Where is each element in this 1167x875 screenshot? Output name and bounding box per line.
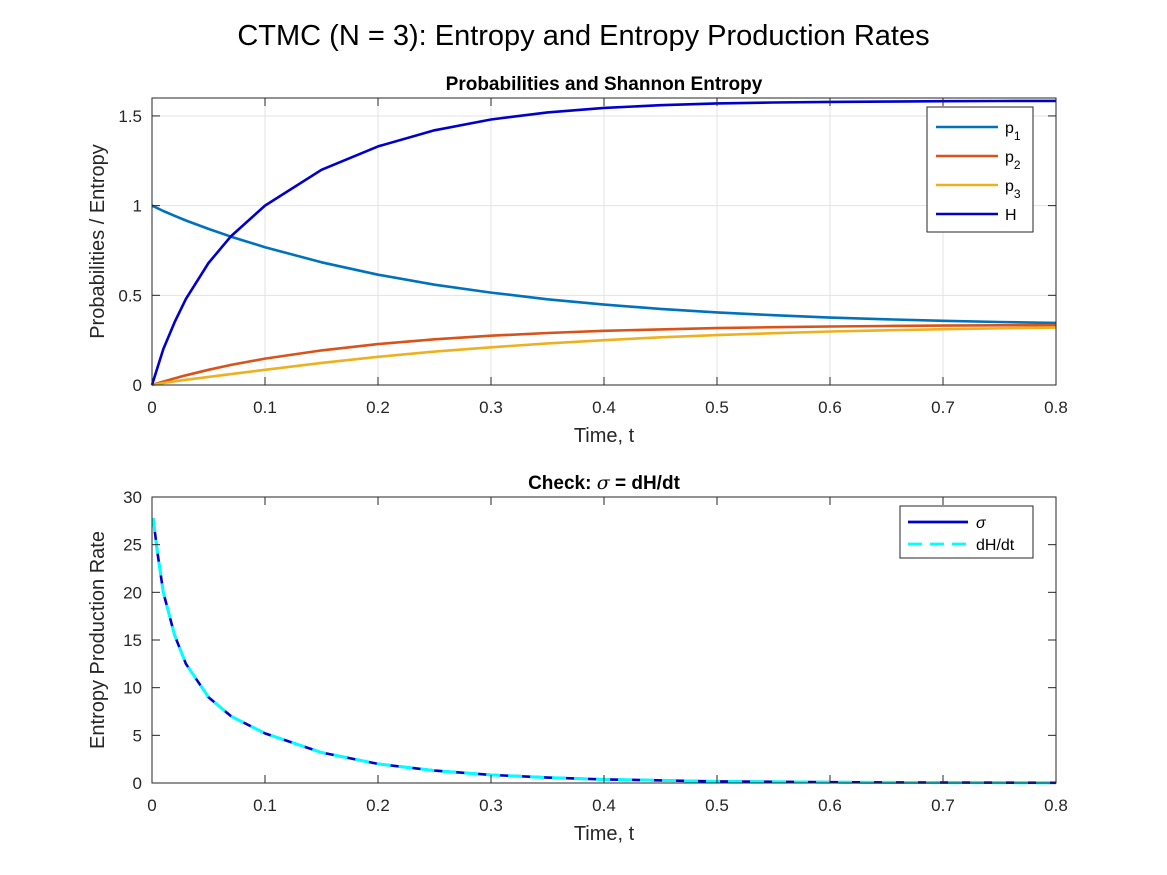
x-tick-label: 0.3 xyxy=(479,796,503,815)
x-tick-label: 0.2 xyxy=(366,796,390,815)
y-tick-label: 0.5 xyxy=(118,286,142,305)
plot2-ylabel: Entropy Production Rate xyxy=(87,531,109,749)
x-tick-label: 0 xyxy=(147,398,156,417)
y-tick-label: 20 xyxy=(123,583,142,602)
x-tick-label: 0.8 xyxy=(1044,796,1068,815)
x-tick-label: 0.1 xyxy=(253,796,277,815)
plot2-title-suffix: = dH/dt xyxy=(610,473,681,494)
legend-label-sub: 3 xyxy=(1014,187,1021,201)
legend-label-sub: 2 xyxy=(1014,158,1021,172)
x-tick-label: 0.1 xyxy=(253,398,277,417)
legend-label-sub: 1 xyxy=(1014,129,1021,143)
y-tick-label: 0 xyxy=(133,774,142,793)
y-tick-label: 15 xyxy=(123,631,142,650)
legend-label-main: p xyxy=(1005,120,1014,137)
plot2-title-sigma: σ xyxy=(597,472,611,494)
plot2-xlabel: Time, t xyxy=(574,823,635,845)
plot2-ticks: 0 0.1 0.2 0.3 0.4 0.5 0.6 0.7 0.8 0 5 10 15 20 25 30 xyxy=(123,488,1068,815)
series-line-3 xyxy=(150,99,1057,386)
x-tick-label: 0.3 xyxy=(479,398,503,417)
x-tick-label: 0.6 xyxy=(818,398,842,417)
plot1-xlabel: Time, t xyxy=(574,425,635,447)
y-tick-label: 5 xyxy=(133,726,142,745)
x-tick-label: 0.7 xyxy=(931,796,955,815)
y-tick-label: 0 xyxy=(133,376,142,395)
y-tick-label: 25 xyxy=(123,536,142,555)
plot2-title: Check: σ = dH/dt xyxy=(528,472,680,494)
x-tick-label: 0.2 xyxy=(366,398,390,417)
plot1-grid xyxy=(152,98,1056,385)
legend-label: dH/dt xyxy=(976,537,1015,554)
legend-label: p1 xyxy=(1005,120,1021,143)
x-tick-label: 0.5 xyxy=(705,398,729,417)
series-line-2 xyxy=(151,326,1057,387)
x-tick-label: 0 xyxy=(147,796,156,815)
y-tick-label: 30 xyxy=(123,488,142,507)
plot1-ylabel: Probabilities / Entropy xyxy=(87,144,109,339)
legend-box xyxy=(899,505,1034,559)
series-line-0 xyxy=(151,204,1057,325)
y-tick-label: 10 xyxy=(123,679,142,698)
y-tick-label: 1 xyxy=(133,197,142,216)
plot2-series-lines xyxy=(151,517,1057,785)
figure-suptitle: CTMC (N = 3): Entropy and Entropy Produc… xyxy=(237,20,930,52)
plot2-title-prefix: Check: xyxy=(528,473,597,494)
legend-label: p2 xyxy=(1005,149,1021,172)
x-tick-label: 0.7 xyxy=(931,398,955,417)
legend-label-main: p xyxy=(1005,178,1014,195)
x-tick-label: 0.4 xyxy=(592,796,616,815)
legend-label-main: p xyxy=(1005,149,1014,166)
plot2-legend: σ dH/dt xyxy=(899,505,1034,559)
x-tick-label: 0.4 xyxy=(592,398,616,417)
series-line-1 xyxy=(151,517,1057,785)
x-tick-label: 0.8 xyxy=(1044,398,1068,417)
legend-label-main: H xyxy=(1005,207,1017,224)
x-tick-label: 0.5 xyxy=(705,796,729,815)
legend-label: p3 xyxy=(1005,178,1021,201)
plot1-title: Probabilities and Shannon Entropy xyxy=(446,74,763,95)
plot1-series-lines xyxy=(150,99,1057,387)
plot1-ticks: 0 0.1 0.2 0.3 0.4 0.5 0.6 0.7 0.8 0 0.5 1 1.5 xyxy=(118,98,1068,417)
legend-label: H xyxy=(1005,207,1017,224)
x-tick-label: 0.6 xyxy=(818,796,842,815)
series-line-1 xyxy=(151,323,1057,387)
y-tick-label: 1.5 xyxy=(118,107,142,126)
legend-label: σ xyxy=(976,515,987,532)
